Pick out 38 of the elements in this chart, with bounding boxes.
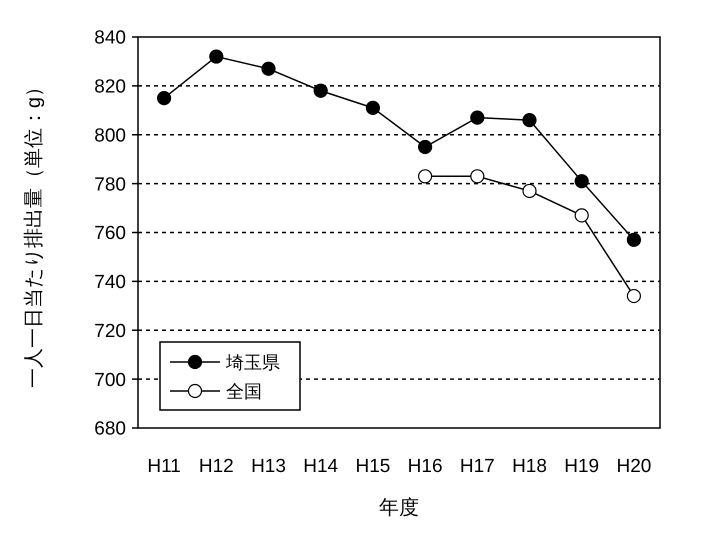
point [522,112,537,128]
legend-label: 全国 [226,381,262,402]
point [314,84,328,98]
y-axis-title: 一人一日当たり排出量（単位：g） [23,76,45,388]
x-tick-label: H17 [460,456,495,477]
y-tick-label: 780 [94,174,126,196]
legend-label: 埼玉県 [225,352,280,372]
x-tick-label: H12 [198,456,234,477]
y-tick-label: 740 [94,272,126,294]
y-tick-label: 820 [94,76,126,98]
point [418,140,432,154]
point [366,100,380,115]
x-tick-label: H15 [355,456,390,477]
x-tick-label: H19 [564,456,600,477]
point [626,232,641,247]
point [209,49,224,64]
y-tick-label: 680 [94,418,126,440]
x-tick-label: H18 [512,456,547,477]
point [470,110,484,125]
point [157,90,172,106]
point [626,288,641,304]
y-tick-label: 840 [94,28,126,49]
y-tick-label: 800 [94,125,126,146]
y-tick-label: 760 [94,223,126,244]
y-tick-label: 720 [94,320,126,342]
x-tick-label: H13 [251,456,286,477]
y-tick-label: 700 [94,370,126,391]
point [574,208,589,222]
point [470,169,484,184]
x-tick-label: H16 [408,456,443,477]
point [418,169,432,184]
point [522,184,537,198]
point [261,62,276,76]
x-axis-title: 年度 [379,497,419,519]
x-tick-label: H14 [303,456,339,477]
x-tick-label: H11 [147,456,181,477]
x-tick-label: H20 [616,456,652,477]
point [574,174,589,188]
